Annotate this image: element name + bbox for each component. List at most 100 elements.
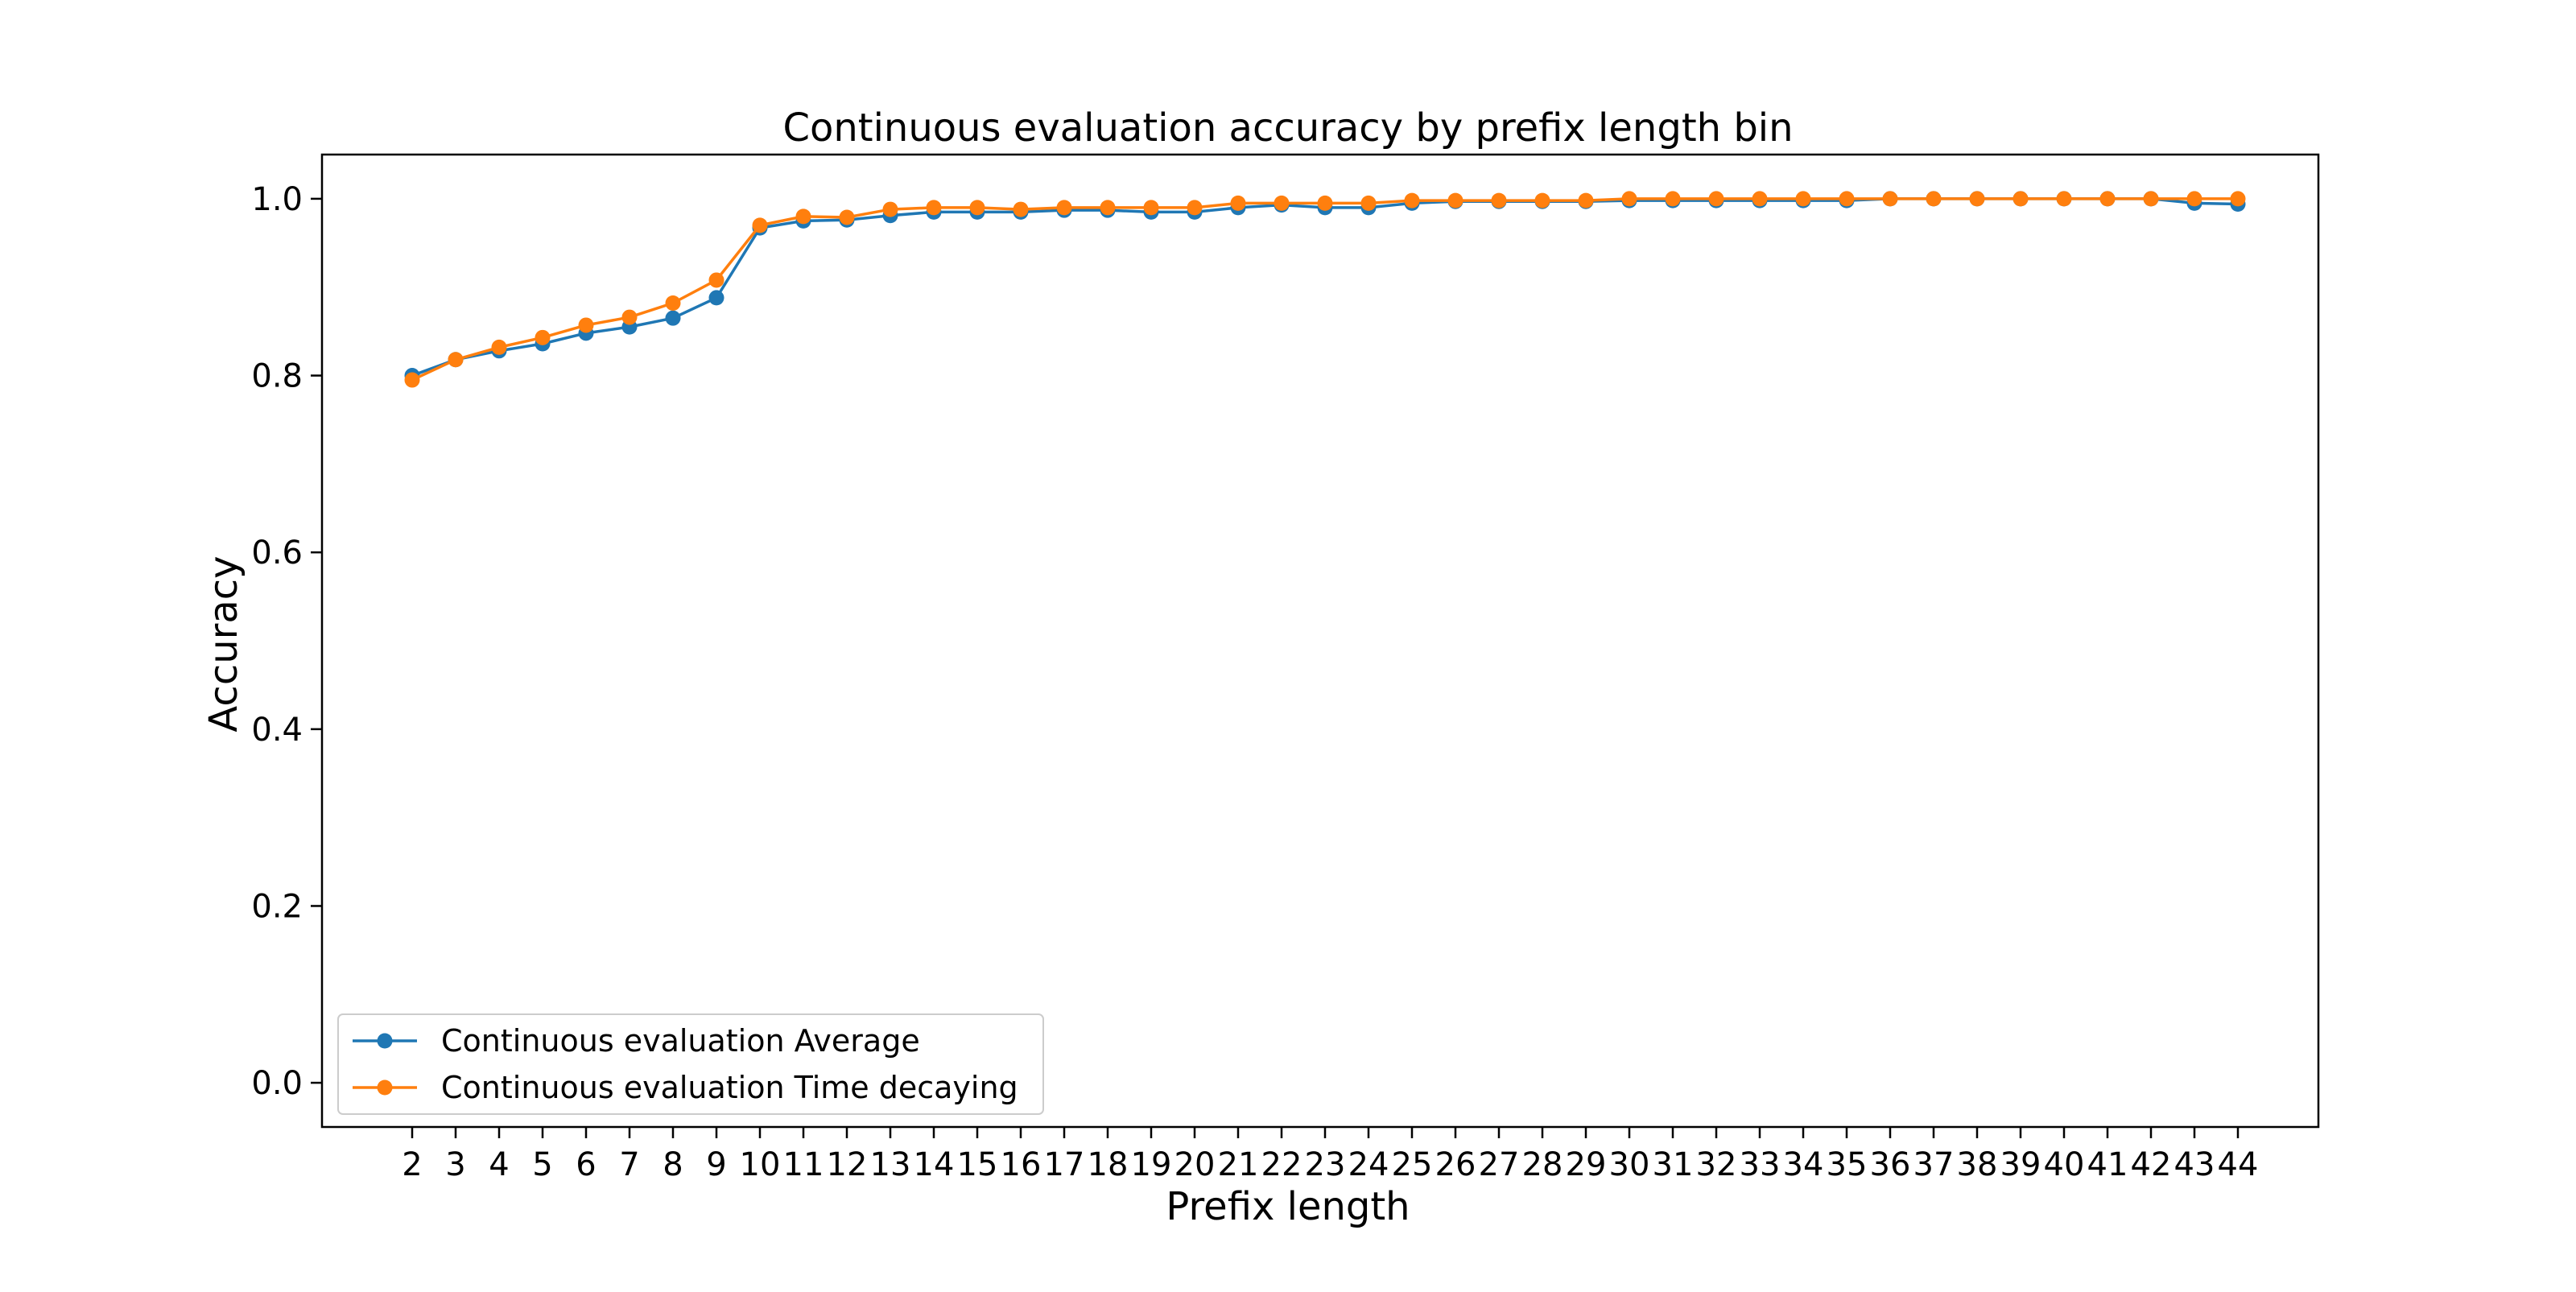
- series-2-point: [795, 208, 811, 225]
- x-tick-label: 12: [827, 1146, 868, 1183]
- x-tick-label: 24: [1348, 1146, 1389, 1183]
- legend-swatch-marker: [377, 1033, 393, 1049]
- x-tick-label: 15: [957, 1146, 998, 1183]
- x-tick-label: 26: [1435, 1146, 1476, 1183]
- x-tick-label: 3: [445, 1146, 465, 1183]
- x-tick-label: 44: [2218, 1146, 2259, 1183]
- series-2-point: [1578, 192, 1594, 208]
- x-tick-label: 21: [1218, 1146, 1259, 1183]
- x-tick-label: 36: [1870, 1146, 1911, 1183]
- x-tick-label: 29: [1566, 1146, 1607, 1183]
- chart-title: Continuous evaluation accuracy by prefix…: [782, 105, 1793, 151]
- x-tick-label: 37: [1913, 1146, 1955, 1183]
- series-2-point: [2230, 191, 2246, 207]
- y-tick-label: 1.0: [251, 181, 303, 218]
- x-tick-label: 43: [2174, 1146, 2215, 1183]
- x-tick-label: 27: [1479, 1146, 1520, 1183]
- series-2-point: [1882, 191, 1898, 207]
- series-2-point: [752, 217, 768, 233]
- plot-frame: [320, 153, 2320, 1129]
- y-tick-label: 0.4: [251, 712, 303, 749]
- x-tick-label: 39: [2000, 1146, 2041, 1183]
- series-2-point: [1534, 192, 1550, 208]
- x-tick-label: 28: [1522, 1146, 1563, 1183]
- series-2-point: [1013, 201, 1029, 217]
- x-tick-label: 9: [706, 1146, 726, 1183]
- series-2-point: [1100, 200, 1116, 216]
- series-2-point: [2013, 191, 2029, 207]
- x-tick-label: 33: [1740, 1146, 1781, 1183]
- series-2-point: [1926, 191, 1942, 207]
- series-1-point: [708, 290, 724, 306]
- x-tick-label: 7: [619, 1146, 639, 1183]
- x-tick-label: 31: [1653, 1146, 1694, 1183]
- series-2-point: [535, 329, 551, 345]
- x-tick-label: 20: [1174, 1146, 1216, 1183]
- series-2-point: [926, 200, 942, 216]
- x-tick-label: 5: [532, 1146, 552, 1183]
- x-tick-label: 19: [1131, 1146, 1172, 1183]
- x-tick-label: 22: [1261, 1146, 1302, 1183]
- series-2-point: [1056, 200, 1072, 216]
- series-2-point: [1404, 192, 1420, 208]
- y-tick-label: 0.2: [251, 888, 303, 925]
- series-2-point: [708, 272, 724, 288]
- series-2-point: [1360, 195, 1377, 211]
- series-2-point: [1969, 191, 1985, 207]
- series-2-point: [1187, 200, 1203, 216]
- series-2-point: [1708, 191, 1724, 207]
- series-2-point: [2099, 191, 2116, 207]
- legend: Continuous evaluation Average Continuous …: [337, 1013, 1044, 1115]
- x-tick-label: 16: [1001, 1146, 1042, 1183]
- series-2-point: [1317, 195, 1333, 211]
- series-2-point: [491, 339, 507, 355]
- series-2-point: [448, 352, 464, 368]
- y-tick-label: 0.0: [251, 1065, 303, 1102]
- series-2-point: [969, 200, 985, 216]
- x-tick-label: 40: [2044, 1146, 2085, 1183]
- x-tick-label: 18: [1088, 1146, 1129, 1183]
- legend-label: Continuous evaluation Average: [441, 1023, 920, 1059]
- series-2-point: [1621, 191, 1637, 207]
- y-tick-label: 0.8: [251, 358, 303, 395]
- series-2-point: [2056, 191, 2072, 207]
- x-tick-label: 10: [740, 1146, 781, 1183]
- x-tick-label: 14: [914, 1146, 955, 1183]
- x-tick-label: 13: [870, 1146, 911, 1183]
- series-2-point: [2186, 191, 2202, 207]
- x-tick-label: 35: [1827, 1146, 1868, 1183]
- series-2-point: [1143, 200, 1159, 216]
- x-tick-label: 25: [1392, 1146, 1433, 1183]
- x-tick-label: 41: [2087, 1146, 2128, 1183]
- x-tick-label: 34: [1783, 1146, 1824, 1183]
- x-tick-label: 23: [1305, 1146, 1346, 1183]
- x-axis-label: Prefix length: [1166, 1184, 1410, 1229]
- series-2-point: [1230, 195, 1246, 211]
- x-tick-label: 2: [402, 1146, 422, 1183]
- y-axis-label: Accuracy: [201, 555, 246, 732]
- series-2-point: [665, 295, 681, 311]
- x-tick-label: 30: [1609, 1146, 1650, 1183]
- series-2-point: [839, 209, 855, 225]
- x-tick-label: 11: [783, 1146, 824, 1183]
- series-2-point: [1447, 192, 1463, 208]
- legend-swatch-marker: [377, 1079, 393, 1096]
- series-2-point: [578, 317, 594, 333]
- series-2-point: [1752, 191, 1768, 207]
- series-2-point: [1274, 195, 1290, 211]
- x-tick-label: 17: [1044, 1146, 1085, 1183]
- legend-box: [337, 1013, 1044, 1115]
- series-2-point: [1795, 191, 1811, 207]
- series-2-point: [2143, 191, 2159, 207]
- x-tick-label: 8: [663, 1146, 683, 1183]
- x-tick-label: 42: [2131, 1146, 2172, 1183]
- series-2-point: [1665, 191, 1681, 207]
- series-2-point: [1839, 191, 1855, 207]
- series-2-point: [404, 372, 420, 388]
- legend-label: Continuous evaluation Time decaying: [441, 1070, 1018, 1105]
- x-tick-label: 4: [489, 1146, 509, 1183]
- x-tick-label: 38: [1957, 1146, 1998, 1183]
- series-2-point: [882, 201, 898, 217]
